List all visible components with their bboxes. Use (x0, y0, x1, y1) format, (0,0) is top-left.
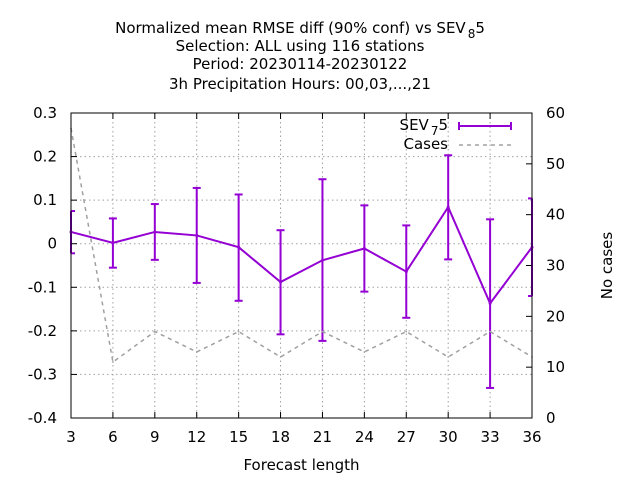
sev75-point (195, 233, 199, 237)
x-tick-label: 30 (439, 428, 458, 446)
y2-tick-label: 0 (546, 409, 556, 427)
sev75-point (446, 205, 450, 209)
sev75-point (404, 270, 408, 274)
x-axis-label: Forecast length (243, 456, 359, 474)
y-tick-label: 0 (47, 235, 57, 253)
cases-point (154, 330, 156, 333)
cases-point (112, 361, 114, 363)
y-tick-label: 0.2 (33, 148, 57, 166)
sev75-point (320, 258, 324, 262)
x-tick-label: 33 (481, 428, 500, 446)
sev75-point (488, 301, 492, 305)
y-tick-label: 0.3 (33, 104, 57, 122)
y2-tick-label: 50 (546, 155, 565, 173)
cases-point (489, 330, 491, 333)
y-tick-label: -0.1 (28, 278, 57, 296)
y-tick-label: -0.2 (28, 322, 57, 340)
x-tick-label: 36 (522, 428, 541, 446)
y2-tick-label: 30 (546, 257, 565, 275)
cases-point (279, 356, 282, 358)
plot-frame (70, 112, 533, 419)
y-tick-label: -0.3 (28, 365, 57, 383)
legend-label: Cases (403, 135, 448, 153)
y-tick-label: -0.4 (28, 409, 57, 427)
sev75-point (279, 280, 283, 284)
cases-point (321, 330, 324, 333)
y2-tick-label: 20 (546, 307, 565, 325)
sev75-point (362, 247, 366, 251)
y2-axis-label: No cases (598, 232, 616, 300)
x-tick-label: 27 (397, 428, 416, 446)
x-tick-label: 15 (229, 428, 248, 446)
cases-point (195, 351, 198, 353)
y2-tick-label: 10 (546, 358, 565, 376)
title-line: 3h Precipitation Hours: 00,03,...,21 (169, 75, 431, 93)
cases-point (447, 356, 449, 358)
legend-label: SEV 75 (400, 116, 448, 138)
title-line: Normalized mean RMSE diff (90% conf) vs … (115, 19, 485, 41)
cases-point (363, 351, 366, 353)
sev75-point (237, 245, 241, 249)
cases-point (405, 330, 408, 333)
sev75-point (153, 230, 157, 234)
x-tick-label: 21 (313, 428, 332, 446)
x-tick-label: 3 (66, 428, 76, 446)
x-tick-label: 12 (187, 428, 206, 446)
y2-tick-label: 40 (546, 206, 565, 224)
cases-point (237, 330, 240, 333)
y2-tick-label: 60 (546, 104, 565, 122)
sev75-point (111, 241, 115, 245)
x-tick-label: 18 (271, 428, 290, 446)
sev75-line (70, 205, 533, 306)
cases-line (70, 128, 533, 364)
y-tick-label: 0.1 (33, 191, 57, 209)
x-tick-label: 9 (150, 428, 160, 446)
x-tick-label: 24 (355, 428, 374, 446)
x-tick-label: 6 (108, 428, 118, 446)
title-line: Period: 20230114-20230122 (193, 55, 408, 73)
title-line: Selection: ALL using 116 stations (176, 37, 425, 55)
